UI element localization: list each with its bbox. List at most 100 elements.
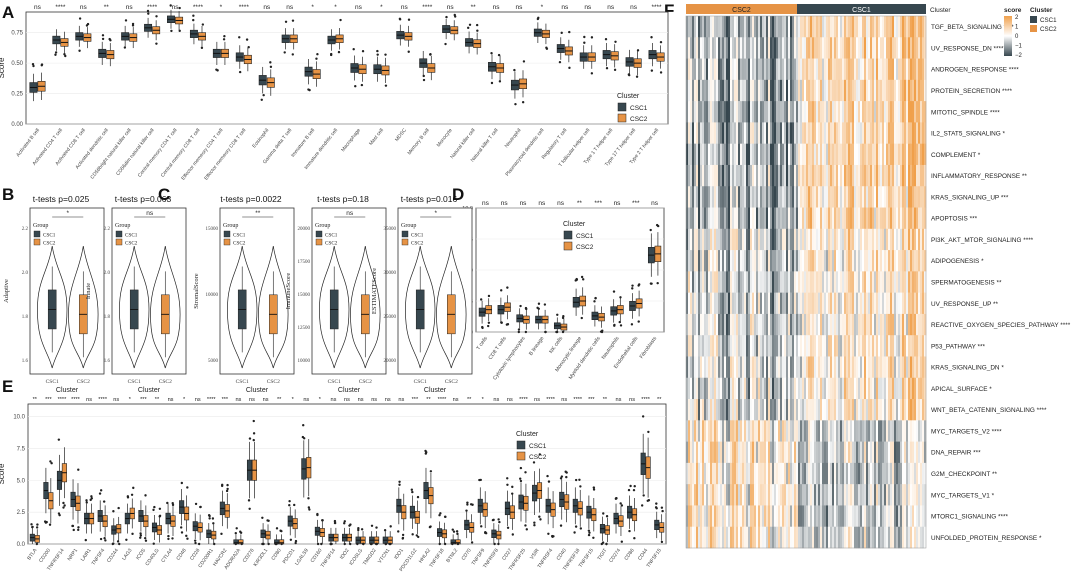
pt-csc2-24-outlier <box>590 72 594 75</box>
pt-csc2-18-outlier <box>280 529 283 533</box>
heatmap-cell <box>876 207 879 230</box>
heatmap-cell <box>798 441 801 464</box>
x-tick-label: B lineage <box>528 336 545 357</box>
heatmap-cell <box>894 207 897 230</box>
heatmap-cell <box>780 228 783 251</box>
heatmap-cell <box>738 377 741 400</box>
legend-swatch-CSC2 <box>115 238 123 246</box>
pt-csc2-5-outlier <box>102 500 106 503</box>
heatmap-cell <box>922 143 925 166</box>
heatmap-cell <box>832 164 835 187</box>
row-label: ADIPOGENESIS * <box>931 258 984 265</box>
heatmap-cell <box>870 58 873 81</box>
heatmap-cell <box>870 207 873 230</box>
heatmap-cell <box>884 377 887 400</box>
heatmap-cell <box>896 207 899 230</box>
heatmap-cell <box>916 420 919 442</box>
heatmap-cell <box>730 228 733 251</box>
heatmap-cell <box>772 292 775 315</box>
heatmap-cell <box>760 313 763 336</box>
heatmap-cell <box>770 356 773 379</box>
heatmap-cell <box>772 122 775 144</box>
heatmap-cell <box>880 143 883 166</box>
heatmap-cell <box>816 271 819 293</box>
heatmap-cell <box>828 122 831 144</box>
pt-csc2-19-outlier <box>294 541 297 545</box>
heatmap-cell <box>814 79 817 102</box>
heatmap-cell <box>718 228 721 251</box>
heatmap-cell <box>820 101 823 123</box>
heatmap-cell <box>826 399 829 421</box>
heatmap-cell <box>744 313 747 336</box>
heatmap-cell <box>696 292 699 315</box>
heatmap-cell <box>850 164 853 187</box>
heatmap-cell <box>878 484 881 506</box>
heatmap-cell <box>898 143 901 166</box>
heatmap-cell <box>778 143 781 166</box>
heatmap-cell <box>728 207 731 230</box>
heatmap-cell <box>768 441 771 464</box>
heatmap-cell <box>884 101 887 123</box>
legend-E-label-CSC2: CSC2 <box>529 454 547 461</box>
heatmap-cell <box>814 16 817 38</box>
pt-csc2-16-outlier <box>407 50 410 53</box>
heatmap-cell <box>696 377 699 400</box>
heatmap-cell <box>806 58 809 81</box>
row-label: UV_RESPONSE_UP ** <box>931 301 999 308</box>
heatmap-cell <box>804 356 807 379</box>
heatmap-cell <box>796 271 799 293</box>
pt-csc2-13-outlier <box>213 542 216 546</box>
violin-title: t-tests p=0.025 <box>33 194 90 204</box>
heatmap-cell <box>904 484 907 506</box>
heatmap-cell <box>702 122 705 144</box>
heatmap-cell <box>860 271 863 293</box>
heatmap-cell <box>862 505 865 528</box>
heatmap-cell <box>706 356 709 379</box>
heatmap-cell <box>784 186 787 208</box>
pt-csc1-30-outlier <box>439 512 442 515</box>
heatmap-cell <box>862 313 865 336</box>
pt-csc2-9-outlier <box>158 507 162 510</box>
heatmap-cell <box>722 292 725 315</box>
heatmap-cell <box>772 207 775 230</box>
heatmap-cell <box>752 37 755 59</box>
heatmap-cell <box>816 58 819 81</box>
cluster-legend-swatch-CSC2 <box>1030 25 1037 32</box>
pt-csc2-6-outlier <box>178 29 181 33</box>
heatmap-cell <box>848 228 851 251</box>
heatmap-cell <box>840 441 843 464</box>
heatmap-cell <box>902 292 905 315</box>
heatmap-cell <box>852 37 855 59</box>
heatmap-cell <box>864 377 867 400</box>
heatmap-cell <box>694 207 697 230</box>
heatmap-cell <box>892 420 895 442</box>
pt-csc1-14-outlier <box>354 85 357 88</box>
heatmap-cell <box>730 313 733 336</box>
heatmap-cell <box>924 313 927 336</box>
heatmap-cell <box>714 79 717 102</box>
signif-label: ns <box>607 4 615 11</box>
heatmap-cell <box>860 58 863 81</box>
heatmap-cell <box>774 79 777 102</box>
heatmap-cell <box>816 292 819 315</box>
heatmap-cell <box>790 420 793 442</box>
y-tick-label: 2.0 <box>104 271 111 276</box>
heatmap-cell <box>760 356 763 379</box>
heatmap-cell <box>922 356 925 379</box>
signif-label: ns <box>355 4 363 11</box>
heatmap-cell <box>750 58 753 81</box>
pt-csc2-14-outlier <box>226 487 229 491</box>
heatmap-cell <box>834 462 837 485</box>
heatmap-cell <box>802 399 805 421</box>
heatmap-cell <box>720 101 723 123</box>
heatmap-cell <box>754 377 757 400</box>
pt-csc2-26-outlier <box>636 49 640 52</box>
heatmap-cell <box>894 58 897 81</box>
pt-csc2-44-outlier <box>632 488 636 492</box>
heatmap-cell <box>732 377 735 400</box>
heatmap-cell <box>888 186 891 208</box>
heatmap-cell <box>830 79 833 102</box>
pt-csc1-19-outlier <box>288 499 291 503</box>
heatmap-cell <box>898 335 901 357</box>
heatmap-cell <box>924 186 927 208</box>
